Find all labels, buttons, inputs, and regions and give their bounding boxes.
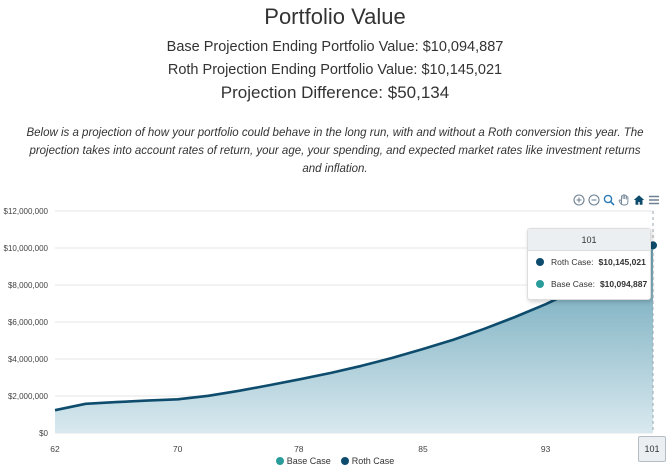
tooltip-base-value: $10,094,887	[599, 279, 648, 289]
legend-roth-label: Roth Case	[351, 456, 395, 466]
y-tick-label: $0	[39, 429, 48, 438]
legend-base-label: Base Case	[286, 456, 331, 466]
base-case-area	[55, 246, 653, 433]
x-tick-label: 85	[418, 444, 428, 454]
tooltip-roth-label: Roth Case:	[551, 257, 594, 267]
projection-difference: Projection Difference: $50,134	[220, 83, 450, 102]
y-tick-label: $12,000,000	[4, 207, 49, 216]
x-tick-label: 78	[294, 444, 304, 454]
roth-marker-icon	[536, 258, 544, 266]
y-tick-label: $4,000,000	[8, 355, 49, 364]
y-tick-label: $10,000,000	[4, 244, 49, 253]
tooltip-roth-value: $10,145,021	[598, 257, 646, 267]
base-case-legend-icon	[275, 457, 284, 465]
y-axis-labels: $0 $2,000,000 $4,000,000 $6,000,000 $8,000,0…	[4, 207, 49, 438]
legend-item-base-case[interactable]: Base Case	[275, 456, 331, 466]
x-axis-labels: 62 70 78 85 93	[50, 444, 550, 454]
tooltip-row-base: Base Case: $10,094,887	[528, 273, 650, 295]
legend-item-roth-case[interactable]: Roth Case	[340, 456, 395, 466]
page-title: Portfolio Value	[264, 4, 406, 29]
tooltip-base-label: Base Case:	[551, 279, 595, 289]
zoom-selection-icon[interactable]	[603, 194, 615, 206]
zoom-out-icon[interactable]	[588, 194, 600, 206]
zoom-in-icon[interactable]	[573, 194, 585, 206]
hover-tooltip: 101 Roth Case: $10,145,021 Base Case: $1…	[527, 228, 651, 300]
roth-hover-marker	[649, 241, 657, 250]
chart-legend: Base Case Roth Case	[0, 456, 670, 466]
base-marker-icon	[536, 280, 544, 288]
reset-home-icon[interactable]	[633, 194, 645, 206]
chart-toolbar	[573, 193, 660, 207]
menu-icon[interactable]	[648, 194, 660, 206]
pan-hand-icon[interactable]	[618, 194, 630, 206]
tooltip-row-roth: Roth Case: $10,145,021	[528, 251, 650, 273]
x-axis-tooltip: 101	[638, 436, 666, 462]
roth-case-legend-icon	[340, 457, 349, 465]
y-tick-label: $6,000,000	[8, 318, 49, 327]
tooltip-header: 101	[528, 229, 650, 251]
y-tick-label: $2,000,000	[8, 392, 49, 401]
base-projection-value: Base Projection Ending Portfolio Value: …	[166, 39, 504, 55]
y-tick-label: $8,000,000	[8, 281, 49, 290]
x-tick-label: 70	[173, 444, 183, 454]
roth-projection-value: Roth Projection Ending Portfolio Value: …	[167, 62, 503, 78]
x-tick-label: 62	[50, 444, 60, 454]
x-tick-label: 93	[541, 444, 551, 454]
projection-description: Below is a projection of how your portfo…	[26, 127, 644, 175]
